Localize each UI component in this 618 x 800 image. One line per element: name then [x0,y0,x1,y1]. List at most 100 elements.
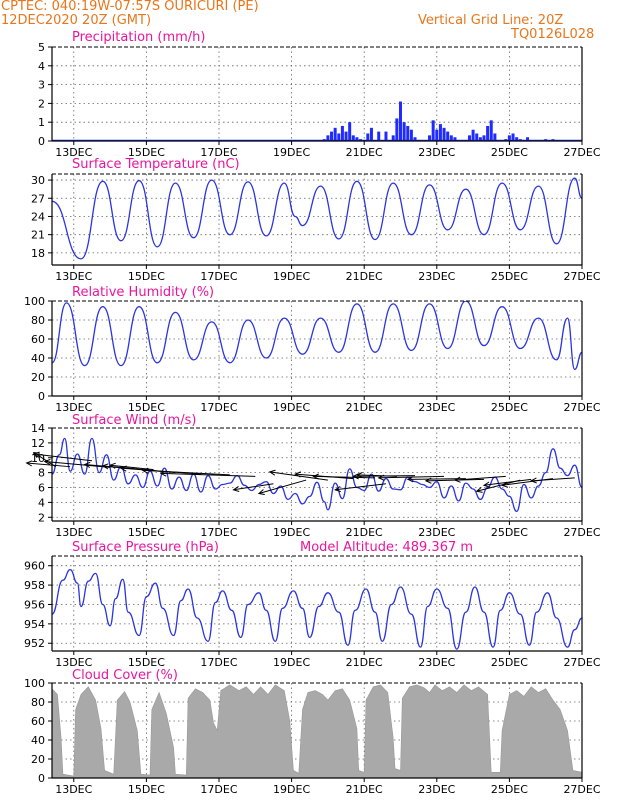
y-tick-label: 20 [31,753,45,766]
wind-arrow [43,458,111,468]
x-tick-label: 25DEC [491,526,528,539]
y-tick-label: 27 [31,192,45,205]
model-altitude: Model Altitude: 489.367 m [300,540,473,555]
x-tick-label: 25DEC [491,146,528,159]
precip-bar [453,137,457,141]
x-tick-label: 17DEC [200,656,237,669]
precip-bar [467,135,471,141]
x-tick-label: 23DEC [418,146,455,159]
precip-bar [391,135,395,141]
precip-bar [326,135,330,141]
y-tick-label: 80 [31,696,45,709]
y-tick-label: 2 [38,97,45,110]
precip-bar [438,124,442,141]
precip-bar [333,127,337,141]
series-line-rh [52,301,582,371]
precip-bar [489,120,493,141]
x-tick-label: 13DEC [55,783,92,796]
precip-bar [515,137,519,141]
x-tick-label: 27DEC [563,656,600,669]
wind-arrow [530,477,575,484]
y-tick-label: 2 [38,511,45,524]
x-tick-label: 21DEC [346,526,383,539]
precip-bar [507,135,511,141]
x-tick-label: 17DEC [200,401,237,414]
x-tick-label: 23DEC [418,526,455,539]
panel-precip: Precipitation (mm/h) 0 1 2 3 4 5 13DEC 15DEC 17DE… [38,30,601,159]
precip-bar [330,131,334,141]
y-tick-label: 100 [24,295,45,308]
header-station: CPTEC: 040:19W-07:57S OURICURI (PE) [1,0,259,14]
panel-rh: Relative Humidity (%) 0 20 40 60 80 100 13DEC 15… [24,285,601,414]
y-tick-label: 0 [38,390,45,403]
precip-bar [406,125,410,141]
header-grid-note: Vertical Grid Line: 20Z [418,13,564,28]
header-code: TQ0126L028 [511,27,595,42]
x-tick-label: 15DEC [128,783,165,796]
precip-bar [348,122,352,141]
y-tick-label: 956 [24,598,45,611]
wind-arrow [32,451,92,462]
precip-bar [478,137,482,141]
x-tick-label: 13DEC [55,656,92,669]
x-tick-label: 21DEC [346,656,383,669]
x-tick-label: 27DEC [563,270,600,283]
precip-bar [493,133,497,141]
x-tick-label: 15DEC [128,656,165,669]
precip-bar [446,131,450,141]
series-line-pres [52,568,582,650]
x-tick-label: 27DEC [563,146,600,159]
wind-arrow [453,475,506,483]
wind-arrow [406,476,466,483]
header-datetime: 12DEC2020 20Z (GMT) [1,13,152,28]
wind-arrow [352,473,416,480]
series-line-temp [52,177,582,260]
panel-wind: Surface Wind (m/s) 2 46 8 10 12 14 13DEC 15DEC 17… [25,413,601,539]
x-tick-label: 17DEC [200,526,237,539]
x-tick-label: 19DEC [273,783,310,796]
x-tick-label: 13DEC [55,401,92,414]
precip-bar [409,129,413,141]
x-tick-label: 25DEC [491,401,528,414]
x-tick-label: 15DEC [128,401,165,414]
x-tick-label: 21DEC [346,783,383,796]
y-tick-label: 24 [31,210,45,223]
y-tick-label: 21 [31,229,45,242]
x-tick-label: 13DEC [55,146,92,159]
precip-bar [449,135,453,141]
precip-bar [344,131,348,141]
x-tick-label: 15DEC [128,146,165,159]
precip-bar [355,137,359,141]
y-tick-label: 18 [31,247,45,260]
wind-arrow [159,470,256,477]
precip-bar [384,131,388,141]
x-tick-label: 23DEC [418,401,455,414]
wind-arrow [312,473,376,480]
y-tick-label: 960 [24,560,45,573]
precip-bar [395,118,399,141]
x-tick-label: 25DEC [491,656,528,669]
wind-arrow [334,483,387,493]
panel-title-temp: Surface Temperature (nC) [72,157,240,172]
panel-title-wind: Surface Wind (m/s) [72,413,196,428]
y-tick-label: 40 [31,734,45,747]
y-tick-label: 100 [24,677,45,690]
precip-bar [526,137,530,141]
x-tick-label: 19DEC [273,146,310,159]
x-tick-label: 27DEC [563,401,600,414]
x-tick-label: 13DEC [55,270,92,283]
panel-cloud: Cloud Cover (%) 0 20 40 60 80 100 13DEC 15DEC 17D… [24,668,601,796]
y-tick-label: 10 [31,452,45,465]
cloud-area [51,684,583,779]
x-tick-label: 19DEC [273,270,310,283]
x-tick-label: 21DEC [346,401,383,414]
x-tick-label: 21DEC [346,270,383,283]
wind-arrow [257,479,307,495]
y-tick-label: 5 [38,41,45,54]
precip-bar [398,101,402,141]
x-tick-label: 23DEC [418,656,455,669]
x-tick-label: 19DEC [273,656,310,669]
x-tick-label: 15DEC [128,526,165,539]
precip-bar [435,129,439,141]
precip-bar [402,122,406,141]
